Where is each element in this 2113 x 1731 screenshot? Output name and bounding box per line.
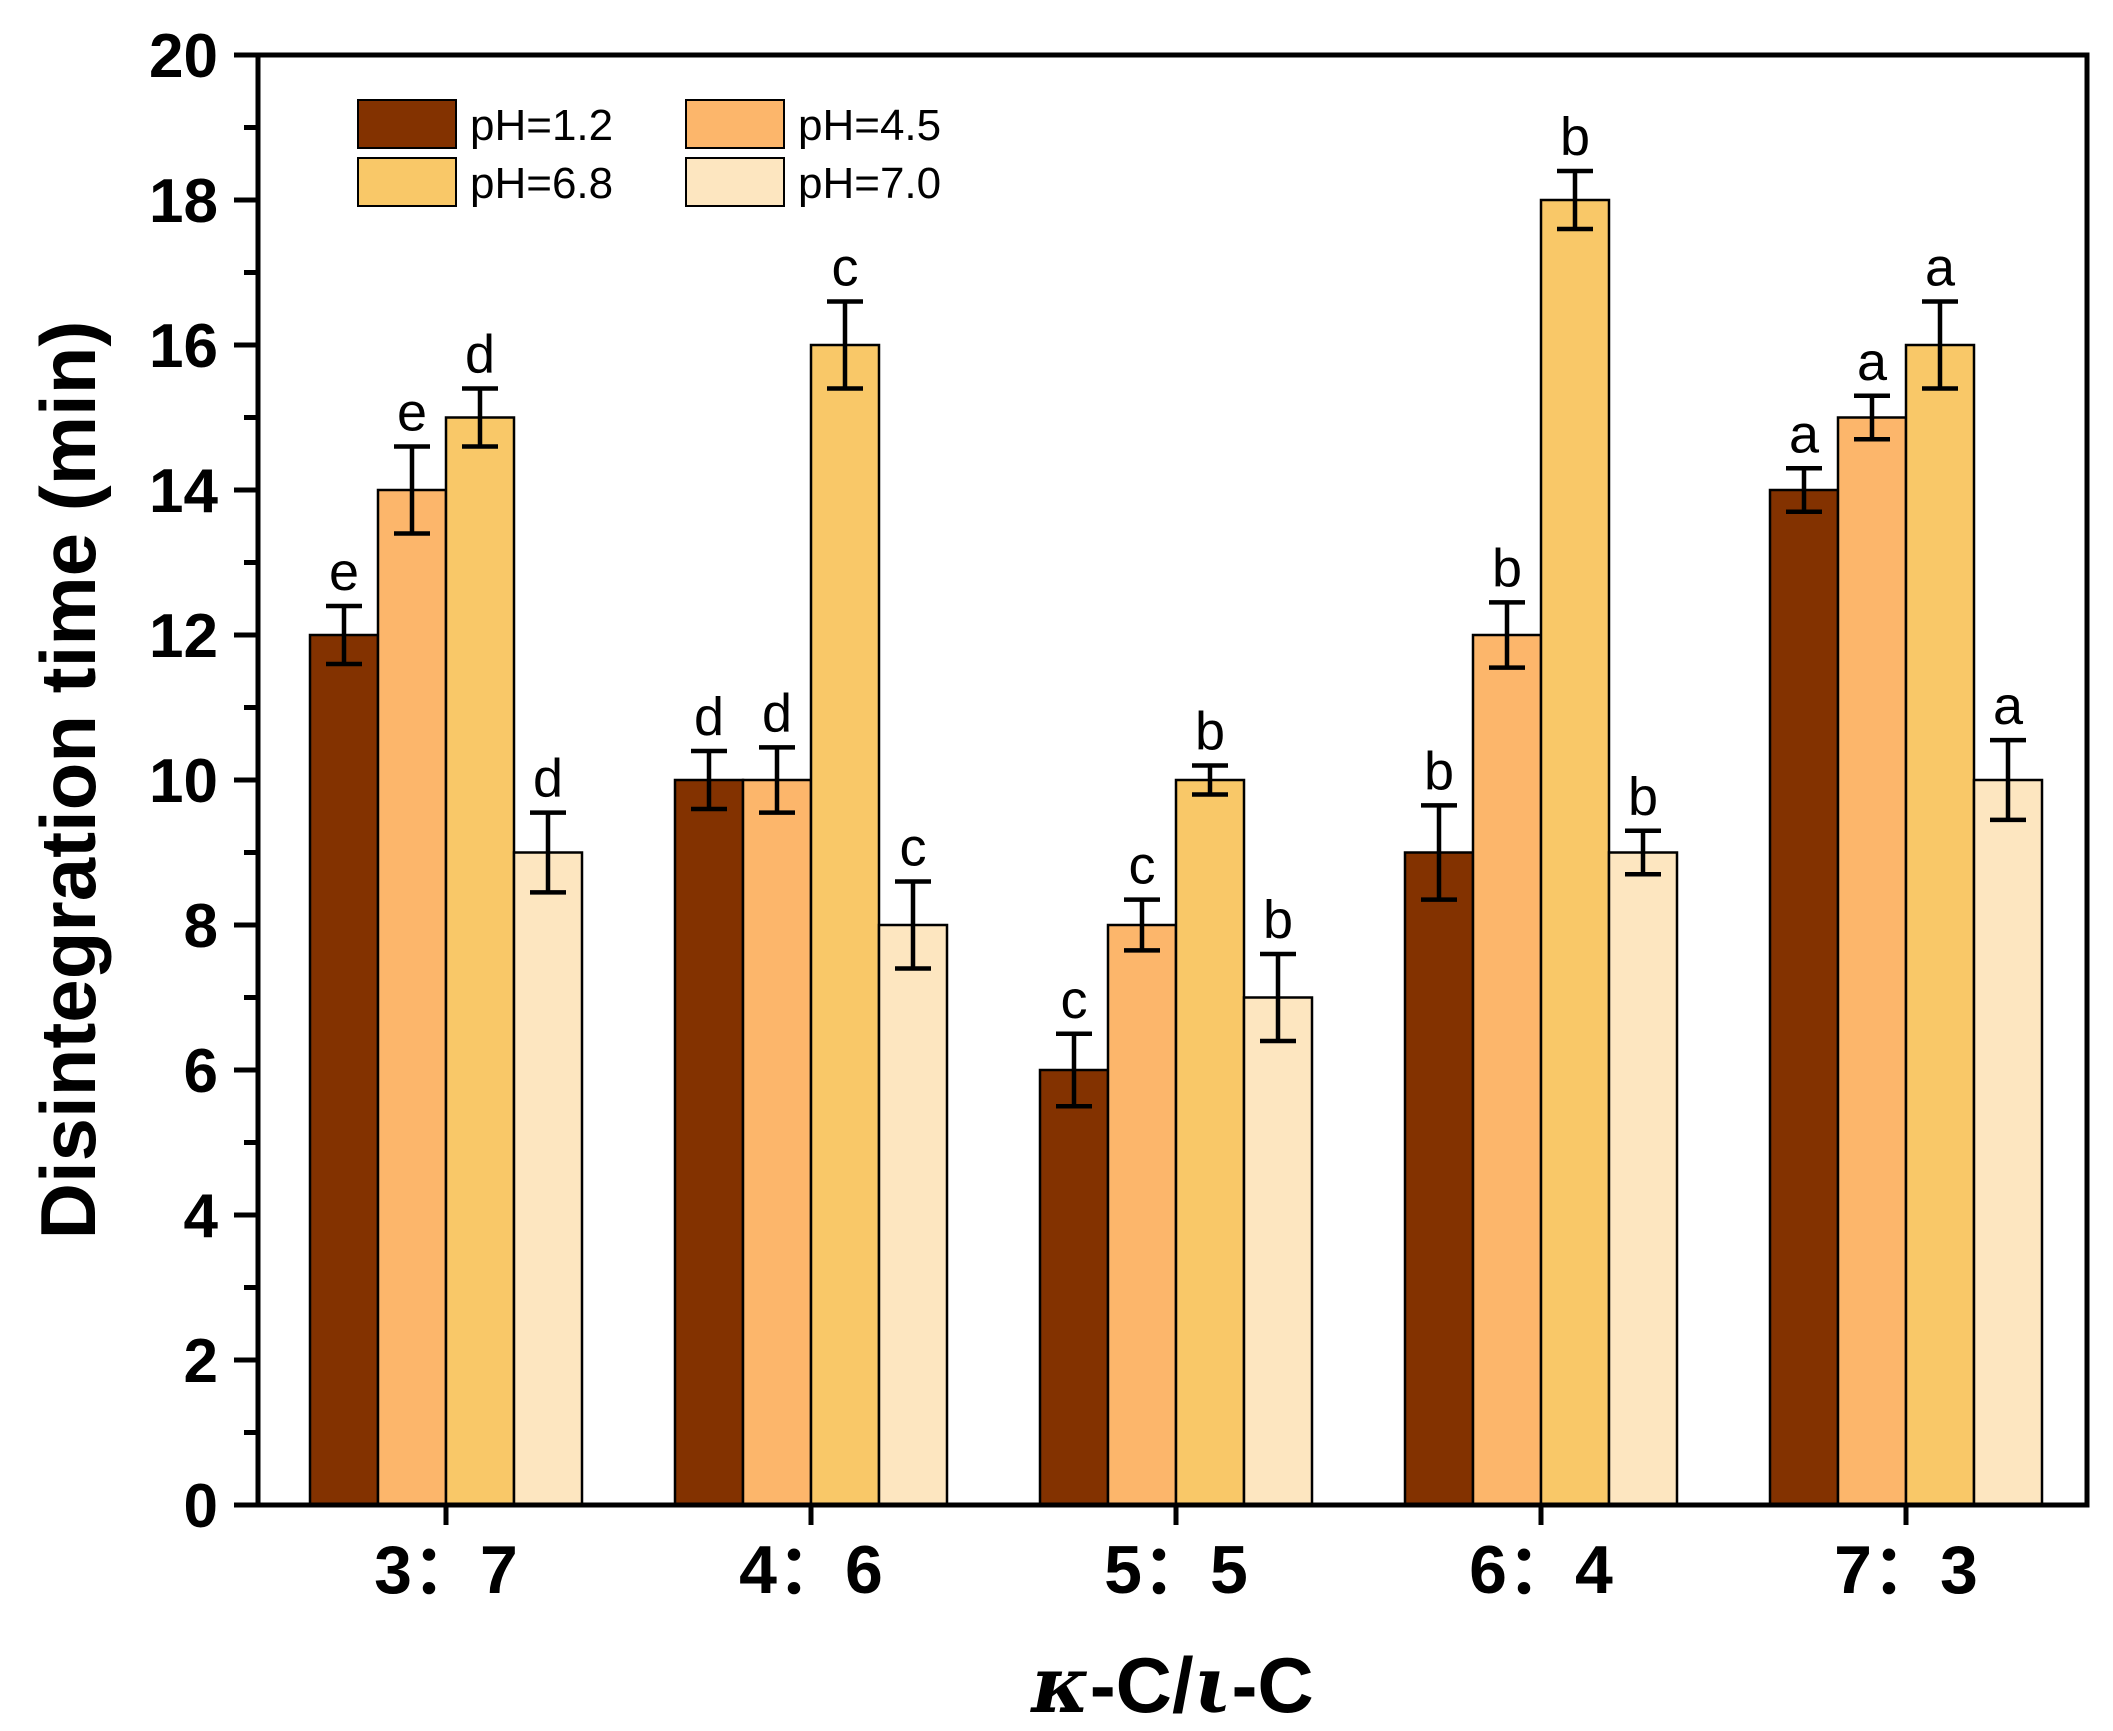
significance-label: b	[1560, 107, 1590, 167]
significance-label: b	[1492, 538, 1522, 598]
significance-label: d	[762, 683, 792, 743]
x-category-label: 6：4	[1469, 1532, 1613, 1608]
bar	[1972, 778, 2044, 1507]
x-axis-category-labels: 3：7 4：6 5：5 6：4 7：3	[374, 1505, 1978, 1608]
significance-label: b	[1424, 741, 1454, 801]
bar	[1106, 923, 1178, 1507]
significance-label: b	[1263, 890, 1293, 950]
significance-label: b	[1628, 767, 1658, 827]
y-tick-label: 18	[149, 167, 218, 236]
significance-label: d	[533, 749, 563, 809]
bar	[1768, 488, 1840, 1507]
y-tick-label: 10	[149, 747, 218, 816]
significance-label: d	[694, 687, 724, 747]
x-axis-title-iota: ι	[1194, 1640, 1232, 1731]
significance-label: a	[1857, 332, 1888, 392]
bar	[1539, 198, 1611, 1507]
bar	[877, 923, 949, 1507]
bar	[673, 778, 745, 1507]
significance-label: e	[329, 542, 359, 602]
significance-label: c	[832, 238, 859, 298]
bar	[512, 851, 584, 1507]
error-bars-layer	[326, 168, 2026, 1109]
significance-label: e	[397, 383, 427, 443]
x-category-label: 4：6	[739, 1532, 883, 1608]
y-tick-label: 6	[184, 1037, 218, 1106]
bar	[1607, 851, 1679, 1507]
legend: pH=1.2 pH=4.5 pH=6.8 pH=7.0	[357, 99, 941, 208]
y-tick-label: 8	[184, 892, 218, 961]
legend-label: pH=7.0	[798, 159, 941, 208]
legend-label: pH=4.5	[798, 101, 941, 150]
bars-layer	[308, 198, 2044, 1507]
bar	[1836, 416, 1908, 1507]
bar	[809, 343, 881, 1507]
bar	[1904, 343, 1976, 1507]
y-tick-label: 4	[184, 1182, 219, 1251]
significance-label: a	[1789, 404, 1820, 464]
bar	[1242, 996, 1314, 1507]
significance-label: d	[465, 325, 495, 385]
bar	[1403, 851, 1475, 1507]
bar	[308, 633, 380, 1507]
bar	[1038, 1068, 1110, 1507]
y-tick-label: 2	[184, 1327, 218, 1396]
x-axis-title: κ-C/ι-C	[1029, 1640, 1314, 1731]
legend-swatch	[685, 157, 785, 207]
bar	[1174, 778, 1246, 1507]
x-category-label: 3：7	[374, 1532, 518, 1608]
x-category-label: 7：3	[1834, 1532, 1978, 1608]
legend-swatch	[357, 99, 457, 149]
y-tick-label: 20	[149, 22, 218, 91]
bar	[1471, 633, 1543, 1507]
y-tick-label: 14	[149, 457, 218, 526]
significance-label: a	[1993, 676, 2024, 736]
y-axis-ticks: 0 2 4 6 8 10 12 14 16 18 20	[149, 22, 258, 1541]
x-axis-title-end: -C	[1231, 1641, 1313, 1729]
significance-label: c	[900, 818, 927, 878]
legend-swatch	[685, 99, 785, 149]
legend-swatch	[357, 157, 457, 207]
y-tick-label: 0	[184, 1472, 218, 1541]
legend-label: pH=1.2	[470, 101, 613, 150]
x-category-label: 5：5	[1104, 1532, 1248, 1608]
y-tick-label: 16	[149, 312, 218, 381]
bar	[741, 778, 813, 1507]
y-tick-label: 12	[149, 602, 218, 671]
x-axis-title-mid: -C/	[1090, 1641, 1194, 1729]
significance-label: b	[1195, 702, 1225, 762]
significance-label: a	[1925, 238, 1956, 298]
y-axis-title: Disintegration time (min)	[24, 321, 112, 1240]
significance-label: c	[1061, 970, 1088, 1030]
bar	[444, 416, 516, 1507]
legend-label: pH=6.8	[470, 159, 613, 208]
x-axis-title-kappa: κ	[1029, 1640, 1089, 1731]
bar	[376, 488, 448, 1507]
significance-label: c	[1129, 836, 1156, 896]
